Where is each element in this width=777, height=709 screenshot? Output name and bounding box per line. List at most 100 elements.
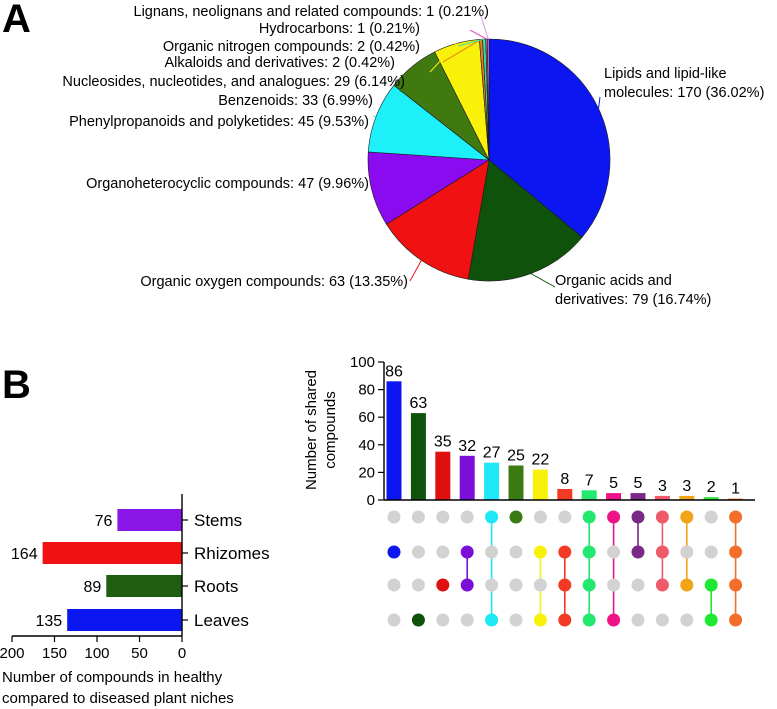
membership-dot-empty — [460, 613, 474, 627]
membership-dot-filled — [533, 613, 547, 627]
membership-dot-filled — [509, 510, 523, 524]
panel-label-b: B — [2, 363, 31, 407]
set-size-value-label: 89 — [84, 579, 102, 596]
x-axis-title: compared to diseased plant niches — [2, 690, 234, 707]
pie-leader-line — [598, 96, 601, 109]
membership-dot-empty — [436, 545, 450, 559]
intersection-bar — [679, 495, 695, 500]
intersection-value-label: 2 — [707, 479, 716, 496]
membership-dot-filled — [533, 545, 547, 559]
membership-dot-empty — [607, 545, 621, 559]
membership-dot-filled — [436, 578, 450, 592]
y-axis-title: compounds — [322, 391, 339, 469]
membership-dot-empty — [509, 578, 523, 592]
set-size-bar — [117, 509, 182, 531]
pie-leader-line — [371, 183, 374, 190]
intersection-bar — [386, 381, 402, 500]
membership-dot-filled — [411, 613, 425, 627]
membership-dot-filled — [558, 545, 572, 559]
membership-dot-filled — [558, 578, 572, 592]
pie-slice-label: Lipids and lipid-like — [604, 66, 727, 82]
intersection-bar — [557, 489, 573, 500]
intersection-bar — [508, 465, 524, 500]
y-axis-tick-label: 60 — [358, 409, 375, 426]
pie-leader-line — [479, 12, 489, 40]
y-axis-tick-label: 100 — [350, 354, 375, 371]
pie-slice-label: Alkaloids and derivatives: 2 (0.42%) — [164, 55, 395, 71]
panel-label-a: A — [2, 0, 31, 41]
intersection-value-label: 5 — [609, 475, 618, 492]
intersection-value-label: 27 — [483, 445, 501, 462]
pie-slice — [487, 38, 490, 161]
pie-slice-label: derivatives: 79 (16.74%) — [555, 292, 711, 308]
membership-dot-filled — [729, 510, 743, 524]
membership-dot-filled — [631, 510, 645, 524]
pie-leader-line — [409, 260, 422, 282]
intersection-value-label: 22 — [532, 452, 550, 469]
intersection-value-label: 1 — [731, 481, 740, 498]
membership-dot-empty — [680, 613, 694, 627]
pie-slice-label: Hydrocarbons: 1 (0.21%) — [259, 21, 420, 37]
intersection-value-label: 35 — [434, 434, 452, 451]
membership-dot-empty — [631, 613, 645, 627]
membership-dot-empty — [509, 613, 523, 627]
membership-dot-empty — [509, 545, 523, 559]
membership-dot-filled — [704, 578, 718, 592]
membership-dot-empty — [485, 578, 499, 592]
membership-dot-filled — [485, 510, 499, 524]
intersection-bar — [410, 413, 426, 500]
intersection-bar — [581, 490, 597, 500]
intersection-value-label: 63 — [410, 395, 428, 412]
membership-dot-empty — [387, 613, 401, 627]
intersection-value-label: 3 — [682, 478, 691, 495]
pie-slice-label: Organoheterocyclic compounds: 47 (9.96%) — [86, 176, 369, 192]
membership-dot-empty — [533, 578, 547, 592]
membership-dot-empty — [631, 578, 645, 592]
intersection-value-label: 3 — [658, 478, 667, 495]
membership-dot-empty — [411, 545, 425, 559]
intersection-bar — [459, 455, 475, 500]
membership-dot-empty — [533, 510, 547, 524]
membership-dot-empty — [704, 545, 718, 559]
pie-chart: Lipids and lipid-like molecules: 170 (36.… — [62, 4, 764, 308]
membership-dot-filled — [460, 578, 474, 592]
membership-dot-filled — [607, 613, 621, 627]
pie-leader-line — [429, 43, 457, 73]
x-axis-tick-label: 0 — [178, 645, 186, 662]
membership-dot-empty — [485, 545, 499, 559]
set-size-value-label: 76 — [95, 513, 113, 530]
y-axis-tick-label: 0 — [367, 492, 375, 509]
membership-dot-filled — [582, 613, 596, 627]
membership-dot-filled — [582, 545, 596, 559]
set-name-label: Stems — [194, 511, 242, 530]
membership-dot-empty — [436, 510, 450, 524]
membership-dot-filled — [582, 578, 596, 592]
pie-slice-label: Benzenoids: 33 (6.99%) — [218, 93, 373, 109]
intersection-bar — [435, 451, 451, 500]
set-name-label: Leaves — [194, 611, 249, 630]
membership-dot-empty — [680, 545, 694, 559]
membership-dot-filled — [729, 545, 743, 559]
membership-dot-filled — [558, 613, 572, 627]
membership-dot-filled — [680, 578, 694, 592]
intersection-value-label: 32 — [458, 438, 476, 455]
pie-slice — [488, 38, 611, 238]
pie-slice-label: Nucleosides, nucleotides, and analogues:… — [62, 74, 405, 90]
intersection-bar — [606, 493, 622, 500]
intersection-bar — [630, 493, 646, 500]
pie-slice-label: Phenylpropanoids and polyketides: 45 (9.… — [69, 114, 369, 130]
x-axis-tick-label: 50 — [131, 645, 148, 662]
y-axis-tick-label: 20 — [358, 464, 375, 481]
intersection-value-label: 5 — [634, 475, 643, 492]
pie-slice-label: Organic acids and — [555, 273, 672, 289]
membership-dot-filled — [655, 545, 669, 559]
pie-slice-label: molecules: 170 (36.02%) — [604, 85, 764, 101]
x-axis-title: Number of compounds in healthy — [2, 669, 223, 686]
pie-leader-line — [530, 273, 556, 288]
pie-leader-line — [372, 115, 377, 118]
membership-dot-empty — [460, 510, 474, 524]
set-size-value-label: 135 — [35, 613, 62, 630]
pie-leader-line — [399, 66, 413, 93]
membership-dot-filled — [680, 510, 694, 524]
